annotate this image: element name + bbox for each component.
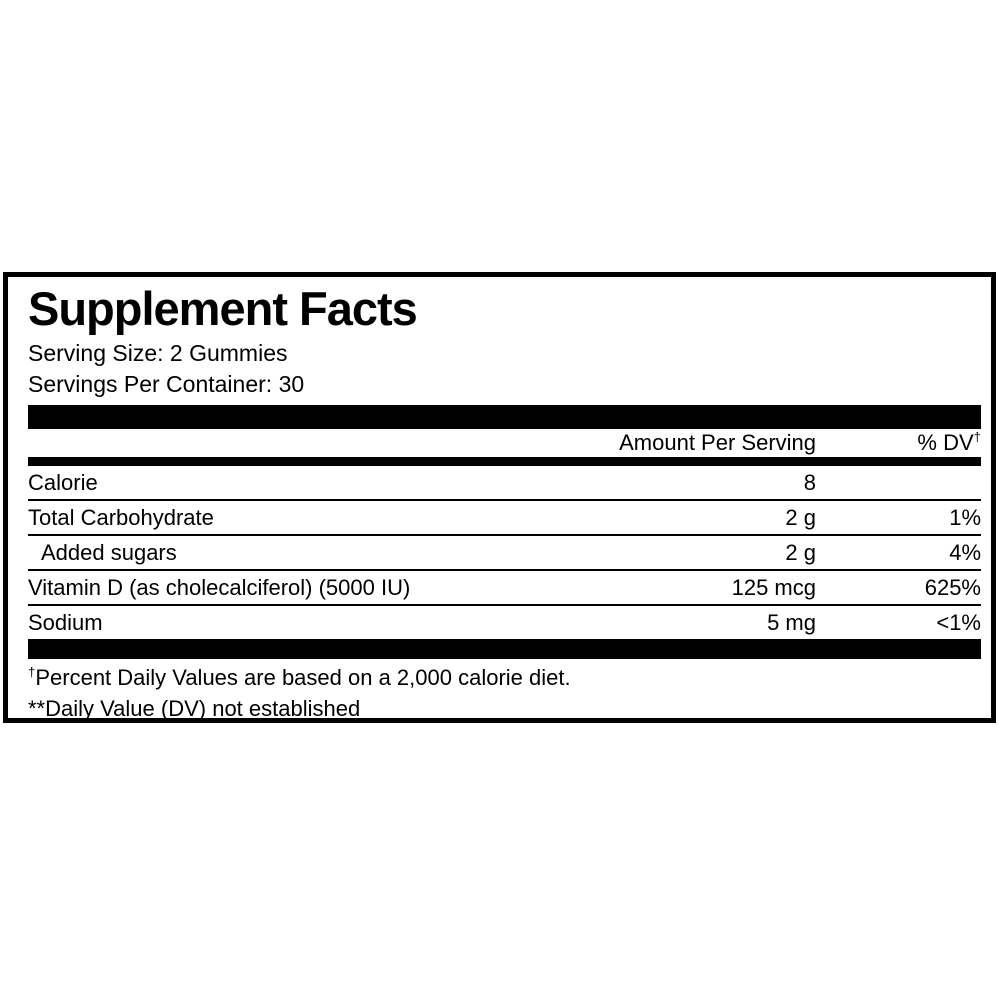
servings-per-container-line: Servings Per Container: 30 — [28, 371, 305, 397]
nutrient-amount: 2 g — [785, 539, 816, 565]
table-row: Added sugars 2 g 4% — [28, 536, 981, 571]
nutrient-dv: <1% — [936, 609, 981, 635]
dagger-icon: † — [28, 664, 36, 680]
nutrient-name: Calorie — [28, 469, 98, 495]
nutrient-amount: 2 g — [785, 504, 816, 530]
thick-separator-top — [28, 405, 981, 429]
table-row: Sodium 5 mg <1% — [28, 606, 981, 639]
serving-info: Serving Size: 2 Gummies Servings Per Con… — [28, 338, 981, 400]
nutrient-dv: 625% — [924, 574, 981, 600]
dagger-icon: † — [973, 429, 981, 445]
table-row: Total Carbohydrate 2 g 1% — [28, 501, 981, 536]
table-row: Calorie 8 — [28, 466, 981, 501]
nutrient-name: Sodium — [28, 609, 103, 635]
nutrient-amount: 5 mg — [767, 609, 816, 635]
footnote-dv-not-established: **Daily Value (DV) not established — [28, 696, 361, 721]
nutrient-name: Vitamin D (as cholecalciferol) (5000 IU) — [28, 574, 411, 600]
serving-size-line: Serving Size: 2 Gummies — [28, 340, 288, 366]
thick-separator-header — [28, 457, 981, 466]
nutrient-amount: 125 mcg — [731, 574, 816, 600]
amount-column-header: Amount Per Serving — [619, 430, 816, 455]
supplement-facts-panel: Supplement Facts Serving Size: 2 Gummies… — [3, 272, 996, 723]
nutrient-dv: 4% — [949, 539, 981, 565]
nutrient-name: Added sugars — [41, 539, 177, 565]
table-row: Vitamin D (as cholecalciferol) (5000 IU)… — [28, 571, 981, 606]
table-header: Amount Per Serving % DV† — [28, 429, 981, 457]
dv-column-header: % DV† — [917, 429, 981, 455]
table-rows: Calorie 8 Total Carbohydrate 2 g 1% Adde… — [20, 466, 981, 639]
nutrient-name: Total Carbohydrate — [28, 504, 214, 530]
nutrient-amount: 8 — [803, 469, 816, 495]
panel-title: Supplement Facts — [28, 282, 418, 335]
footnote-daily-values: †Percent Daily Values are based on a 2,0… — [28, 664, 571, 690]
thick-separator-bottom — [28, 639, 981, 659]
nutrient-dv: 1% — [949, 504, 981, 530]
